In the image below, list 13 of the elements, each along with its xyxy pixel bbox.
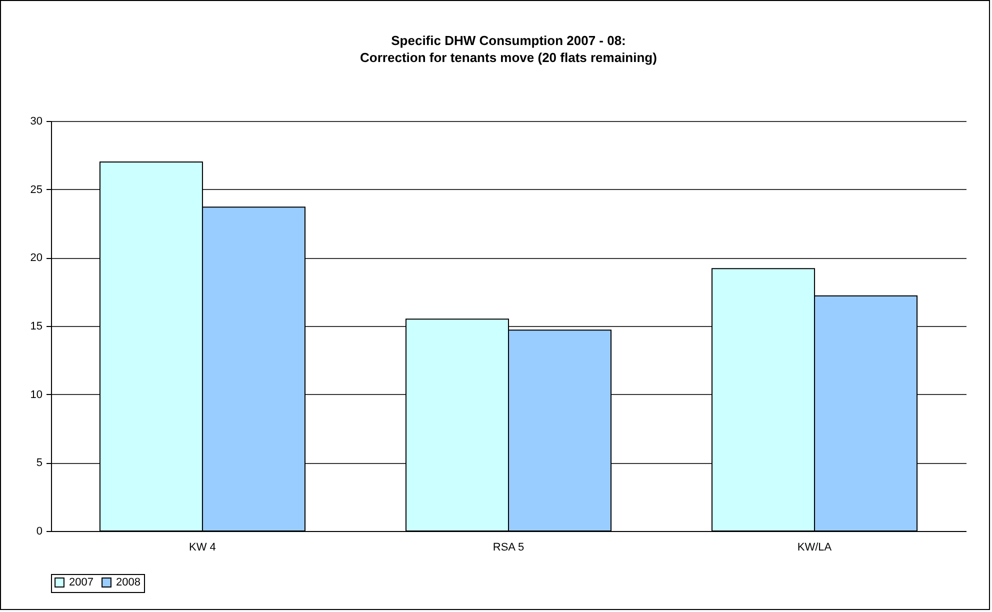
- x-tick-label: KW/LA: [797, 542, 832, 554]
- y-tick-label: 15: [30, 320, 42, 332]
- y-tick-label: 5: [36, 457, 42, 470]
- y-tick-label: 20: [30, 252, 42, 264]
- chart-title: Specific DHW Consumption 2007 - 08: Correction for tenants move (20 flats remaining): [360, 33, 657, 65]
- y-tick-label: 0: [36, 526, 42, 538]
- x-tick-label: RSA 5: [492, 542, 524, 554]
- y-tick-label: 10: [30, 388, 42, 401]
- legend-label: 2007: [69, 576, 94, 589]
- y-tick-label: 30: [30, 116, 42, 128]
- x-tick-label: KW 4: [189, 542, 216, 554]
- legend-label: 2008: [116, 576, 140, 589]
- y-tick-label: 25: [30, 184, 42, 196]
